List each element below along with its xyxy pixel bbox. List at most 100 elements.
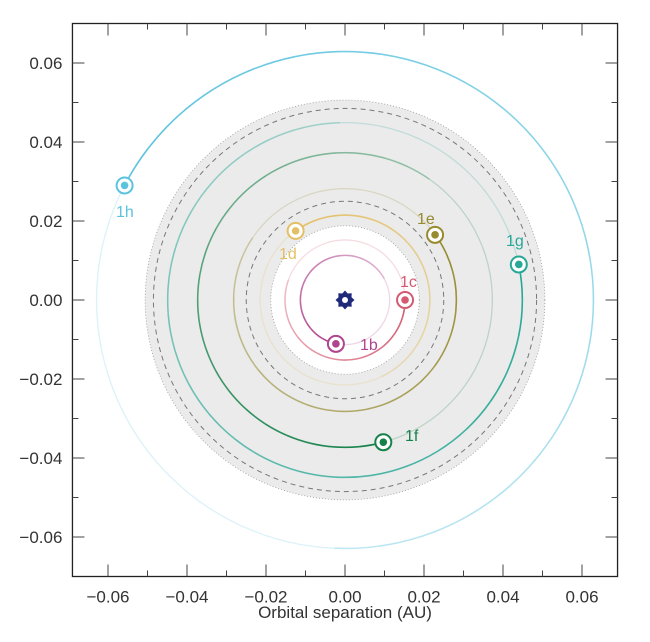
orbit-trail-1f <box>311 152 337 158</box>
orbit-trail-1e <box>451 311 457 332</box>
y-tick-label: 0.02 <box>29 212 62 231</box>
orbit-trail-1h <box>466 82 504 110</box>
orbit-trail-1f <box>198 323 207 348</box>
planet-1c <box>401 296 409 304</box>
x-tick-label: 0.04 <box>486 588 519 607</box>
orbit-trail-1h <box>559 175 580 216</box>
orbit-trail-1h <box>576 346 590 390</box>
orbit-trail-1e <box>444 251 454 272</box>
orbit-trail-1d <box>428 289 431 302</box>
orbit-trail-1c <box>297 336 305 345</box>
orbit-trail-1f <box>229 189 248 209</box>
orbit-trail-1h <box>383 53 427 67</box>
orbit-trail-1f <box>286 434 311 444</box>
planet-label-1b: 1b <box>360 337 378 354</box>
planet-label-1h: 1h <box>116 204 134 221</box>
planet-label-1g: 1g <box>506 233 524 250</box>
orbit-trail-1b <box>315 333 323 339</box>
orbit-trail-1e <box>366 402 387 411</box>
orbit-trail-1h <box>589 258 595 303</box>
orbit-trail-1f <box>214 369 230 392</box>
planet-1h <box>120 181 129 190</box>
x-tick-label: −0.04 <box>165 588 208 607</box>
orbit-trail-1c <box>398 316 404 326</box>
orbit-trail-1f <box>196 299 201 324</box>
orbit-trail-1e <box>433 349 446 368</box>
orbit-trail-1c <box>383 339 391 347</box>
orbit-trail-1d <box>410 246 419 258</box>
orbit-trail-1f <box>407 166 430 180</box>
orbit-trail-1d <box>373 219 385 226</box>
orbit-trail-1h <box>295 50 340 58</box>
orbit-trail-1c <box>376 345 385 352</box>
orbit-trail-1b <box>304 272 310 281</box>
orbit-trail-1g <box>167 315 176 351</box>
orbit-trail-1d <box>362 216 375 221</box>
orbit-trail-1d <box>403 237 413 248</box>
orbit-trail-1d <box>381 370 393 378</box>
orbit-trail-1d <box>428 301 431 314</box>
orbit-trail-1b <box>374 266 381 274</box>
orbit-trail-1c <box>303 343 312 350</box>
orbit-trail-1d <box>384 224 396 232</box>
dashed-boundary-outer <box>152 107 538 493</box>
orbit-trail-1g <box>304 121 341 129</box>
star-center <box>342 297 348 303</box>
x-tick-label: −0.06 <box>86 588 129 607</box>
orbit-trail-1c <box>394 325 401 334</box>
orbit-trail-1h <box>530 428 559 465</box>
orbit-trail-1c <box>317 352 327 358</box>
orbit-trail-1g <box>370 466 406 477</box>
orbit-trail-1d <box>316 216 328 221</box>
planet-label-1f: 1f <box>405 428 419 445</box>
orbit-trail-1c <box>292 329 299 338</box>
planet-label-1d: 1d <box>279 246 297 263</box>
x-tick-label: 0.02 <box>407 588 440 607</box>
orbit-trail-1h <box>421 518 463 538</box>
orbit-trail-1c <box>351 357 361 361</box>
orbit-trail-1f <box>309 442 335 448</box>
orbit-trail-1e <box>306 403 327 411</box>
orbit-trail-1g <box>264 457 299 472</box>
orbit-trail-1c <box>284 305 288 315</box>
y-tick-label: 0.04 <box>29 133 62 152</box>
orbit-trail-1c <box>325 356 335 360</box>
orbit-trail-1b <box>302 315 308 323</box>
orbit-trail-1b <box>310 328 317 335</box>
orbit-trail-1e <box>451 270 457 292</box>
orbit-trail-1b <box>300 308 305 317</box>
orbit-trail-1d <box>391 363 402 372</box>
orbit-trail-1d <box>394 230 405 240</box>
planet-1g <box>515 260 523 269</box>
orbit-trail-1c <box>334 358 344 361</box>
orbit-trail-1d <box>305 219 317 226</box>
orbit-trail-1c <box>285 279 290 289</box>
orbit-trail-1g <box>168 243 178 280</box>
orbit-trail-1e <box>238 334 248 354</box>
y-tick-label: −0.02 <box>19 370 62 389</box>
y-tick-label: 0.00 <box>29 291 62 310</box>
orbit-trail-1b <box>362 258 370 264</box>
orbit-trail-1e <box>235 254 244 275</box>
orbit-trail-1g <box>166 278 170 316</box>
orbit-trail-1d <box>400 354 410 365</box>
orbit-trail-1g <box>270 126 305 140</box>
orbit-trail-1g <box>175 210 193 245</box>
orbit-trail-1b <box>305 322 312 330</box>
orbit-trail-1b <box>301 279 306 287</box>
orbit-trail-1g <box>298 470 335 478</box>
orbit-trail-1g <box>334 474 371 479</box>
orbit-trail-1f <box>360 152 386 159</box>
orbit-trail-1b <box>368 261 376 268</box>
orbit-trail-1c <box>285 313 290 323</box>
orbit-trail-1c <box>368 350 377 356</box>
x-tick-label: 0.00 <box>328 588 361 607</box>
orbit-trail-1f <box>228 390 247 410</box>
orbit-trail-1h <box>534 138 561 177</box>
orbit-trail-1h <box>213 68 254 90</box>
orbit-trail-1e <box>246 352 259 371</box>
orbit-trail-1f <box>215 207 231 229</box>
orbit-trail-1g <box>212 156 240 183</box>
